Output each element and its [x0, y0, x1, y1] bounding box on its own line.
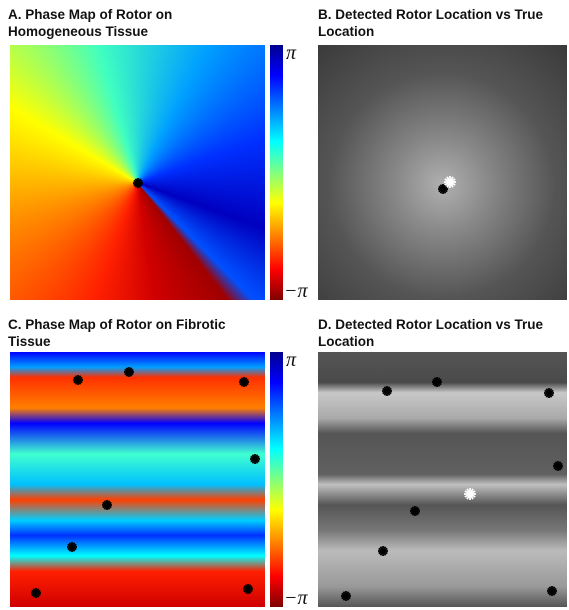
- marker-layer: [0, 0, 569, 605]
- rotor-marker: [67, 542, 77, 552]
- rotor-marker: [553, 461, 563, 471]
- rotor-marker: [432, 377, 442, 387]
- rotor-marker: [378, 546, 388, 556]
- rotor-marker: [341, 591, 351, 601]
- rotor-marker: [102, 500, 112, 510]
- rotor-marker: [31, 588, 41, 598]
- rotor-marker: [73, 375, 83, 385]
- rotor-marker: [243, 584, 253, 594]
- rotor-marker: [410, 506, 420, 516]
- rotor-marker: [444, 176, 456, 188]
- rotor-marker: [250, 454, 260, 464]
- rotor-marker: [547, 586, 557, 596]
- rotor-marker: [438, 184, 448, 194]
- rotor-marker: [124, 367, 134, 377]
- rotor-marker: [133, 178, 143, 188]
- rotor-marker: [544, 388, 554, 398]
- rotor-marker: [382, 386, 392, 396]
- rotor-marker: [239, 377, 249, 387]
- rotor-marker: [464, 488, 476, 500]
- figure: A. Phase Map of Rotor on Homogeneous Tis…: [0, 0, 569, 605]
